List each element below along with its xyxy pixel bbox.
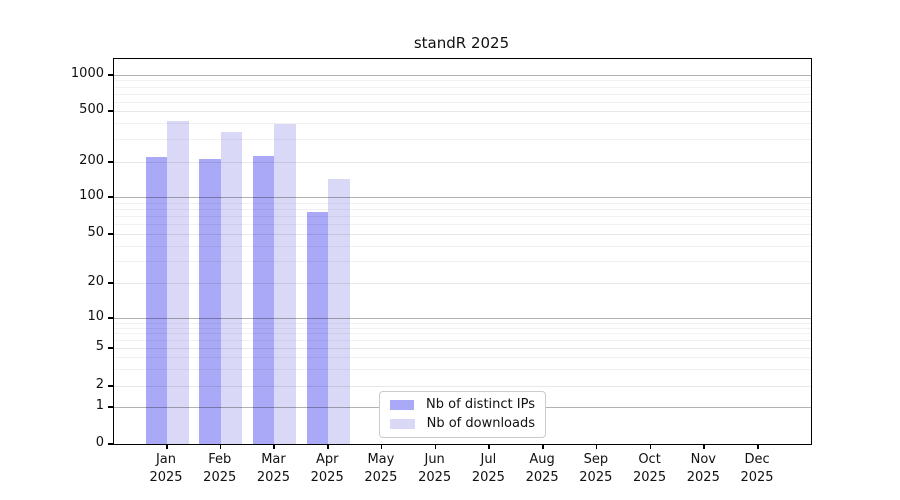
x-tick-jul-2025 [488,444,490,449]
x-tick-label-jun-2025: Jun 2025 [418,452,452,485]
y-gridline-2 [114,386,811,387]
y-tick-label-2: 2 [95,377,104,392]
x-tick-feb-2025 [219,444,222,449]
bar-ips-feb-2025 [199,159,221,444]
y-tick-10 [108,317,113,319]
y-gridline-30 [114,261,811,262]
x-tick-label-nov-2025: Nov 2025 [686,452,720,485]
y-tick-500 [108,110,113,112]
y-tick-100 [108,196,113,198]
legend-label-downloads: Nb of downloads [426,416,535,431]
y-tick-label-1: 1 [95,398,104,413]
y-gridline-500 [114,111,811,112]
y-gridline-20 [114,283,811,284]
y-gridline-100 [114,197,811,198]
x-tick-label-jul-2025: Jul 2025 [471,452,505,485]
bar-ips-apr-2025 [306,212,329,444]
y-tick-50 [108,233,113,235]
bar-downloads-mar-2025 [274,124,296,444]
legend-swatch-downloads [390,419,415,429]
y-tick-label-200: 200 [79,153,104,168]
y-gridline-800 [114,87,811,88]
y-tick-20 [108,282,113,284]
x-tick-mar-2025 [273,444,275,449]
x-tick-aug-2025 [542,444,544,449]
y-gridline-10 [114,318,811,319]
y-gridline-6 [114,340,811,341]
x-tick-label-apr-2025: Apr 2025 [310,452,344,485]
y-tick-label-0: 0 [95,435,104,450]
y-gridline-700 [114,94,811,95]
y-tick-label-20: 20 [87,274,104,289]
bar-ips-mar-2025 [252,156,275,444]
y-tick-label-500: 500 [79,102,104,117]
y-gridline-60 [114,224,811,225]
legend-item-distinct-ips: Nb of distinct IPs [390,398,535,412]
y-gridline-90 [114,203,811,204]
legend-label-distinct-ips: Nb of distinct IPs [426,397,535,412]
plot-area [113,58,812,445]
y-tick-1 [108,406,113,408]
x-tick-label-may-2025: May 2025 [364,452,398,485]
y-gridline-4 [114,357,811,358]
y-tick-label-5: 5 [95,339,104,354]
legend-item-downloads: Nb of downloads [390,417,535,431]
bar-downloads-feb-2025 [220,131,243,444]
y-gridline-9 [114,323,811,324]
y-tick-label-1000: 1000 [70,66,104,81]
bar-downloads-jan-2025 [167,120,189,444]
y-tick-label-50: 50 [87,225,104,240]
y-gridline-70 [114,216,811,217]
x-tick-label-sep-2025: Sep 2025 [579,452,613,485]
x-tick-label-mar-2025: Mar 2025 [256,452,290,485]
y-gridline-80 [114,209,811,210]
y-tick-5 [108,347,113,349]
y-tick-label-100: 100 [79,188,104,203]
y-gridline-600 [114,102,811,103]
legend: Nb of distinct IPs Nb of downloads [379,391,546,438]
bar-downloads-apr-2025 [328,179,350,444]
y-gridline-50 [114,234,811,235]
y-gridline-200 [114,162,811,163]
y-gridline-8 [114,328,811,329]
x-tick-apr-2025 [327,444,329,449]
bar-ips-jan-2025 [145,157,167,444]
x-tick-label-aug-2025: Aug 2025 [525,452,559,485]
y-gridline-5 [114,348,811,349]
x-tick-label-dec-2025: Dec 2025 [740,452,774,485]
x-tick-nov-2025 [703,444,705,449]
x-tick-may-2025 [380,444,383,449]
bars-layer [114,59,811,444]
y-gridline-7 [114,333,811,334]
legend-swatch-ips [390,400,415,410]
x-tick-dec-2025 [757,444,759,449]
x-tick-oct-2025 [649,444,652,449]
y-gridline-300 [114,139,811,140]
y-gridline-40 [114,246,811,247]
x-tick-jan-2025 [166,444,168,449]
y-tick-0 [108,443,113,445]
y-tick-2 [108,385,113,387]
x-tick-jun-2025 [434,444,437,449]
y-tick-label-10: 10 [87,309,104,324]
y-gridline-400 [114,123,811,124]
y-tick-200 [108,161,113,163]
gridlines-layer [114,59,811,444]
y-gridline-1000 [114,75,811,76]
y-gridline-3 [114,369,811,370]
x-tick-label-jan-2025: Jan 2025 [149,452,183,485]
x-tick-label-feb-2025: Feb 2025 [203,452,237,485]
x-tick-sep-2025 [595,444,598,449]
chart-title: standR 2025 [413,34,510,52]
x-tick-label-oct-2025: Oct 2025 [633,452,667,485]
y-tick-1000 [108,74,113,76]
y-gridline-900 [114,80,811,81]
